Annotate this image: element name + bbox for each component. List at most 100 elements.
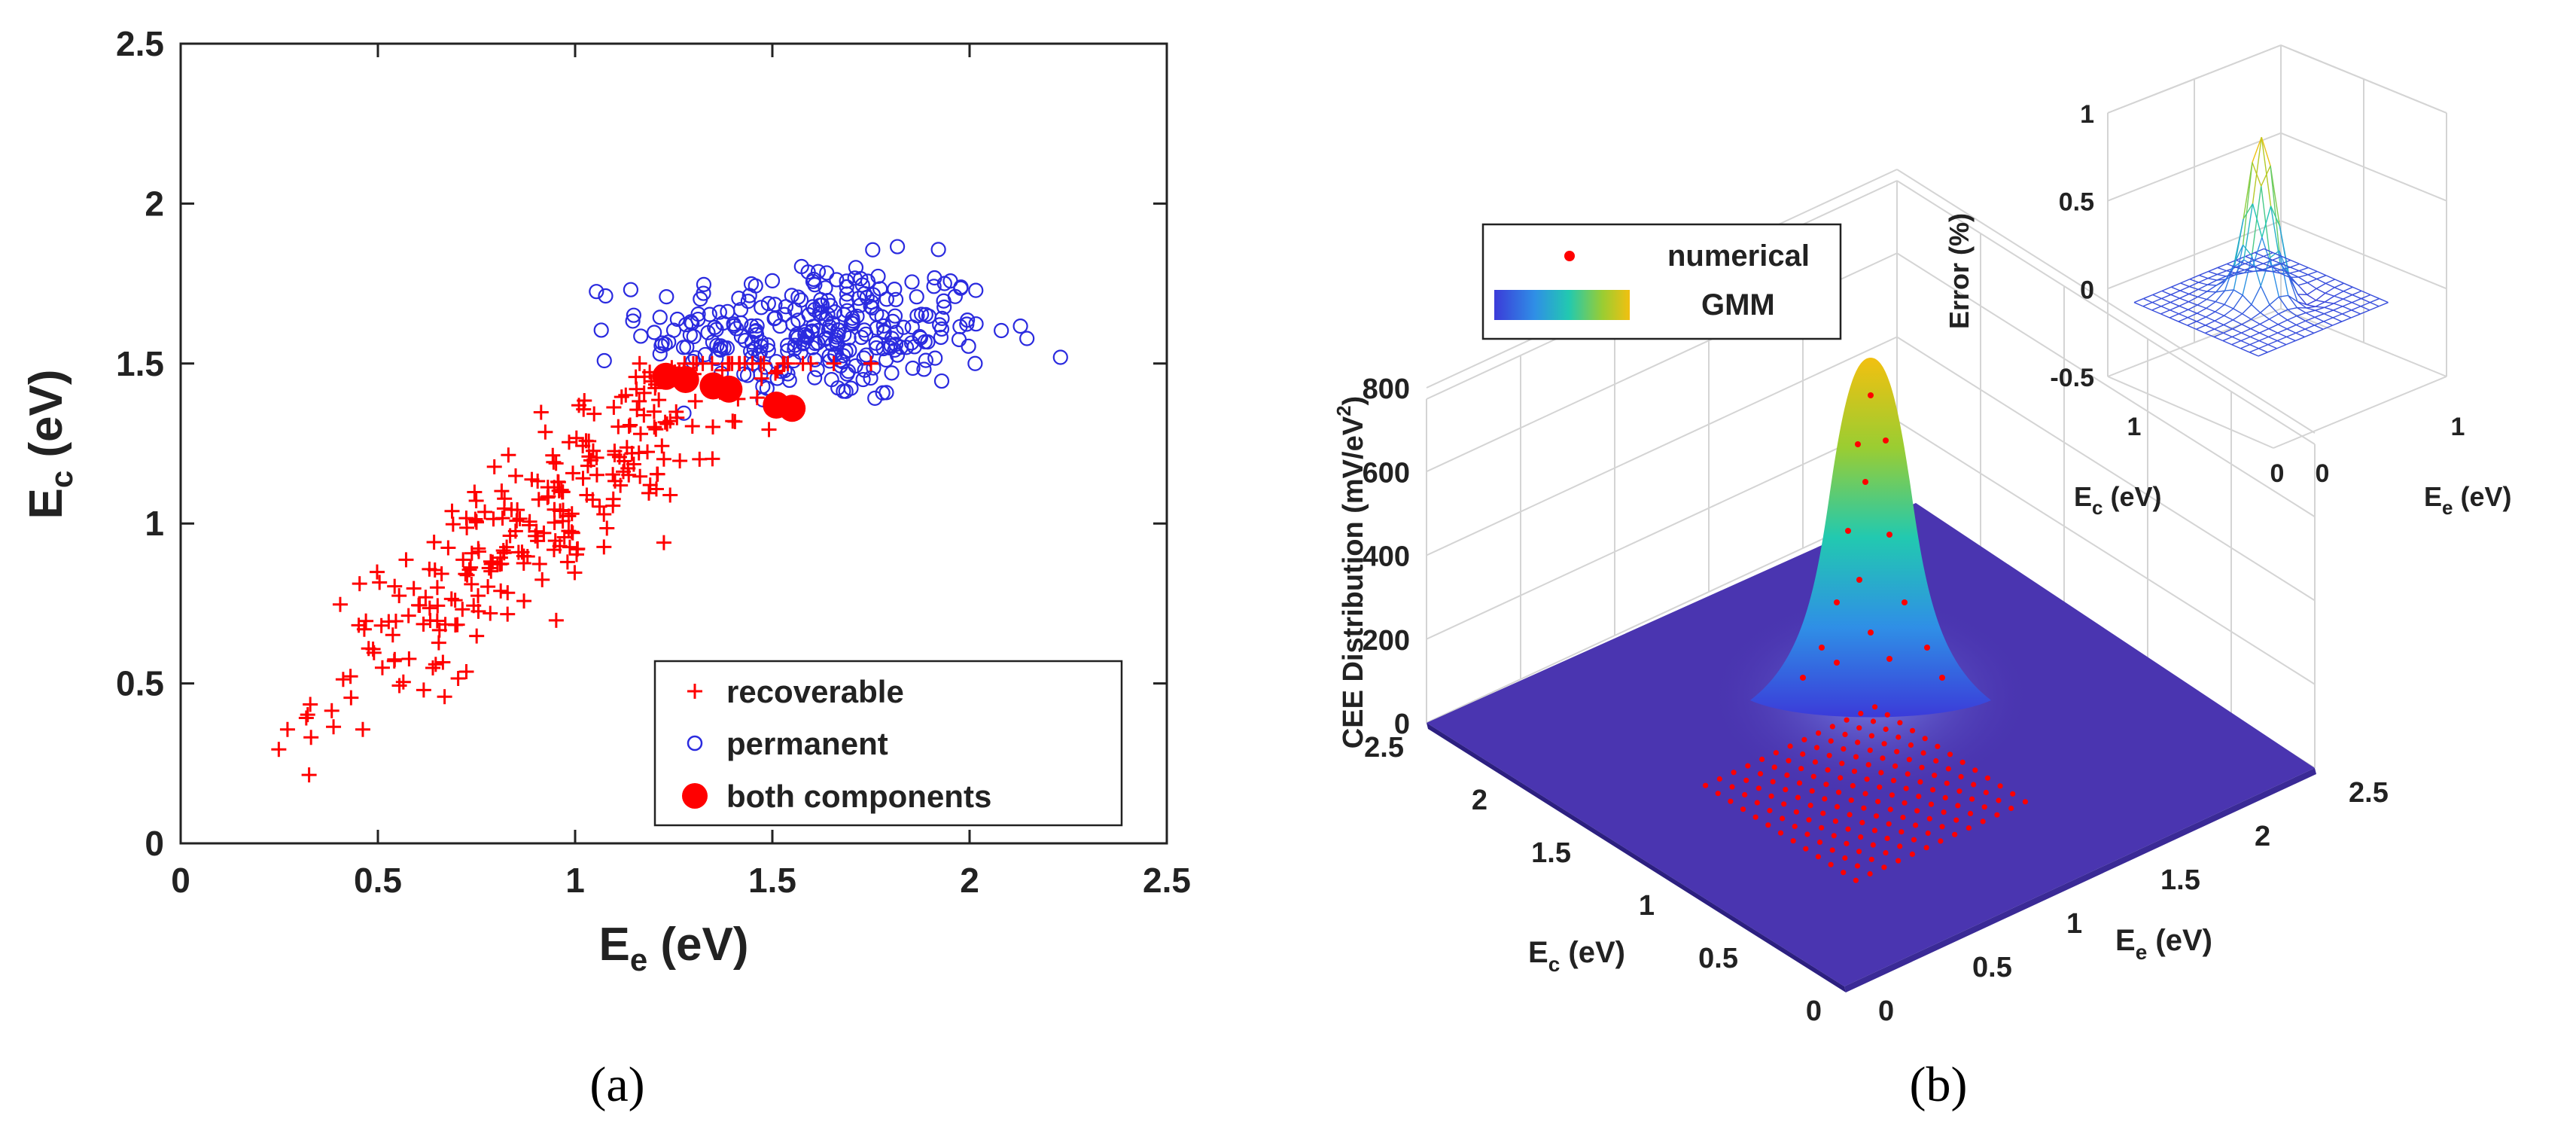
inset-mesh-line — [2278, 313, 2288, 321]
inset-mesh-line — [2241, 332, 2251, 338]
ee-tick-label: 1 — [2066, 908, 2082, 940]
inset-mesh-line — [2170, 294, 2180, 299]
point-recoverable — [547, 501, 562, 517]
point-recoverable — [531, 556, 547, 572]
inset-mesh-line — [2261, 206, 2272, 238]
point-permanent — [912, 330, 929, 346]
inset-mesh-line — [2279, 250, 2289, 296]
inset-mesh-line — [2278, 296, 2288, 310]
inset-mesh-line — [2243, 244, 2252, 257]
inset-mesh-line — [2307, 274, 2317, 280]
inset-mesh-line — [2196, 321, 2206, 326]
point-recoverable — [416, 682, 431, 698]
inset-mesh-line — [2251, 303, 2261, 313]
numerical-point — [1773, 750, 1779, 756]
point-permanent — [968, 316, 984, 332]
numerical-point — [1844, 840, 1850, 846]
numerical-point — [1872, 704, 1878, 710]
point-recoverable — [565, 465, 580, 481]
x-tick-label: 1 — [565, 861, 585, 900]
inset-mesh-line — [2250, 328, 2260, 334]
inset-mesh-line — [2223, 324, 2233, 330]
numerical-point — [1755, 785, 1761, 791]
point-recoverable — [426, 535, 442, 550]
point-permanent — [810, 264, 827, 279]
inset-mesh-line — [2241, 328, 2252, 334]
point-recoverable — [425, 660, 441, 676]
z-tick-label: 400 — [1363, 541, 1410, 573]
point-recoverable — [301, 767, 317, 783]
point-permanent — [863, 298, 878, 315]
inset-mesh-line — [2316, 282, 2326, 289]
y-tick-label: 0.5 — [116, 664, 164, 703]
inset-mesh-line — [2281, 263, 2291, 268]
legend-label-recoverable: recoverable — [726, 674, 904, 709]
numerical-point — [1908, 742, 1914, 748]
inset-mesh-line — [2296, 320, 2306, 326]
inset-mesh-line — [2259, 328, 2270, 334]
point-permanent — [623, 282, 639, 297]
point-permanent — [760, 296, 776, 312]
inset-mesh-line — [2170, 305, 2180, 311]
point-recoverable — [534, 572, 550, 587]
point-permanent — [867, 390, 883, 406]
point-recoverable — [724, 355, 740, 371]
point-recoverable — [431, 635, 446, 651]
inset-z-tick-label: 0 — [2080, 276, 2094, 304]
numerical-point — [1902, 599, 1908, 605]
inset-mesh-line — [2270, 250, 2280, 258]
point-permanent — [821, 319, 837, 334]
inset-mesh-line — [2231, 340, 2242, 346]
point-recoverable — [398, 552, 414, 568]
inset-mesh-line — [2206, 307, 2215, 312]
numerical-point — [1845, 528, 1851, 534]
inset-mesh-line — [2378, 302, 2389, 307]
inset-mesh-line — [2269, 296, 2279, 306]
inset-mesh-line — [2314, 316, 2325, 322]
numerical-point — [1847, 812, 1853, 818]
inset-mesh-line — [2205, 320, 2215, 326]
inset-mesh-line — [2270, 206, 2281, 227]
inset-mesh-line — [2217, 267, 2227, 272]
inset-mesh-line — [2334, 295, 2343, 300]
numerical-point — [1832, 818, 1838, 825]
point-permanent — [787, 302, 803, 318]
point-permanent — [847, 270, 863, 286]
numerical-point — [1864, 776, 1870, 782]
point-permanent — [749, 327, 765, 343]
point-recoverable — [374, 660, 390, 675]
point-permanent — [766, 311, 782, 327]
point-recoverable — [568, 430, 584, 446]
numerical-point — [1942, 794, 1948, 800]
inset-mesh-line — [2243, 162, 2253, 219]
inset-mesh-line — [2196, 328, 2206, 334]
inset-mesh-line — [2341, 317, 2352, 322]
surface-floor-edge — [1427, 723, 1846, 992]
numerical-point — [1873, 813, 1880, 819]
point-recoverable — [589, 450, 604, 465]
point-recoverable — [561, 508, 577, 524]
numerical-point — [1855, 441, 1861, 447]
inset-mesh-line — [2225, 266, 2235, 280]
point-recoverable — [559, 554, 575, 570]
point-permanent — [819, 265, 835, 281]
inset-mesh-line — [2217, 273, 2227, 277]
point-permanent — [863, 370, 878, 386]
inset-mesh-line — [2215, 280, 2226, 293]
point-recoverable — [575, 471, 591, 486]
inset-mesh-line — [2249, 343, 2259, 349]
inset-mesh-line — [2307, 294, 2316, 301]
numerical-point — [1939, 824, 1945, 830]
point-recoverable — [300, 707, 315, 723]
scatter-legend: recoverable permanent both components — [653, 660, 1123, 827]
point-permanent — [866, 360, 882, 376]
point-recoverable — [531, 492, 547, 508]
numerical-point — [1959, 759, 1965, 765]
inset-mesh-line — [2160, 309, 2170, 315]
inset-mesh-line — [2188, 309, 2197, 314]
point-recoverable — [495, 511, 510, 526]
inset-mesh-line — [2286, 324, 2297, 330]
numerical-point — [1862, 791, 1868, 797]
point-recoverable — [406, 581, 422, 596]
point-recoverable — [540, 489, 556, 505]
